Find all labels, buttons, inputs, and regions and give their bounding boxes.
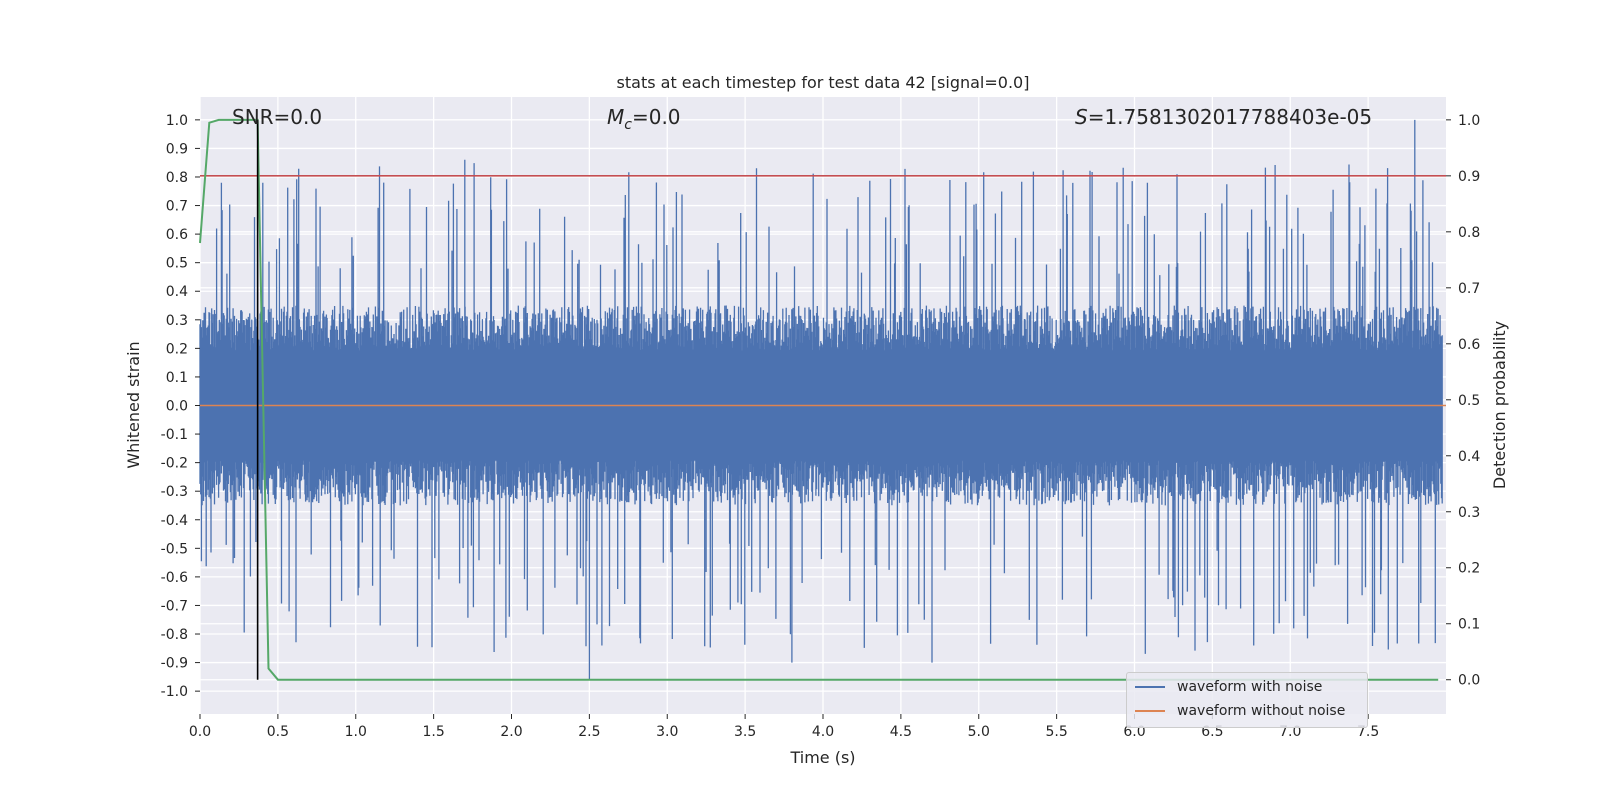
x-tick-label: 2.5: [578, 724, 600, 740]
legend: waveform with noise waveform without noi…: [1126, 672, 1368, 728]
x-tick-label: 4.0: [812, 724, 834, 740]
chirp-mass-annotation: Mc=0.0: [607, 105, 681, 133]
legend-entry-noise: waveform with noise: [1135, 676, 1322, 698]
y2-axis-label: Detection probability: [1490, 321, 1509, 489]
y2-tick-label: 0.5: [1458, 393, 1480, 409]
legend-label-noise: waveform with noise: [1177, 679, 1323, 695]
y2-tick-label: 0.6: [1458, 337, 1480, 353]
legend-entry-clean: waveform without noise: [1135, 700, 1345, 722]
x-tick-label: 3.5: [734, 724, 756, 740]
y-tick-label: -0.2: [161, 456, 188, 472]
legend-label-clean: waveform without noise: [1177, 703, 1346, 719]
y-tick-labels: 1.0 0.9 0.8 0.7 0.6 0.5 0.4 0.3 0.2 0.1 0.0 -0.1 -0.…: [161, 113, 200, 700]
y2-tick-label: 1.0: [1458, 113, 1480, 129]
y2-tick-labels: 1.0 0.9 0.8 0.7 0.6 0.5 0.4 0.3 0.2 0.1 0.0: [1446, 113, 1480, 689]
legend-swatch-noise: [1135, 686, 1165, 688]
detection-probability-line: [199, 118, 1439, 681]
x-tick-label: 5.0: [968, 724, 990, 740]
y2-tick-label: 0.9: [1458, 169, 1480, 185]
y-tick-label: -0.1: [161, 427, 188, 443]
x-tick-label: 7.0: [1279, 724, 1301, 740]
y-tick-label: -1.0: [161, 684, 188, 700]
y-tick-label: 0.5: [166, 256, 188, 272]
y2-tick-label: 0.2: [1458, 561, 1480, 577]
x-tick-label: 4.5: [890, 724, 912, 740]
y-tick-label: -0.8: [161, 627, 188, 643]
mc-symbol: M: [607, 105, 624, 129]
y-tick-label: 0.8: [166, 170, 188, 186]
y-tick-label: 0.7: [166, 199, 188, 215]
y-tick-label: -0.5: [161, 541, 188, 557]
mc-subscript: c: [624, 117, 632, 133]
y2-tick-label: 0.8: [1458, 225, 1480, 241]
x-tick-label: 1.0: [345, 724, 367, 740]
y2-tick-label: 0.4: [1458, 449, 1480, 465]
x-tick-label: 6.5: [1201, 724, 1223, 740]
x-tick-label: 2.0: [500, 724, 522, 740]
x-tick-label: 1.5: [422, 724, 444, 740]
x-tick-label: 7.5: [1357, 724, 1379, 740]
y-tick-label: -0.6: [161, 570, 188, 586]
y-tick-label: 1.0: [166, 113, 188, 129]
snr-annotation: SNR=0.0: [232, 105, 322, 129]
y-tick-label: 0.6: [166, 227, 188, 243]
x-tick-label: 0.5: [267, 724, 289, 740]
s-value: =1.7581302017788403e-05: [1088, 105, 1372, 129]
x-tick-label: 0.0: [189, 724, 211, 740]
x-tick-label: 3.0: [656, 724, 678, 740]
y2-tick-label: 0.1: [1458, 617, 1480, 633]
y2-tick-label: 0.3: [1458, 505, 1480, 521]
mc-value: =0.0: [632, 105, 681, 129]
y-tick-label: 0.2: [166, 341, 188, 357]
s-annotation: S=1.7581302017788403e-05: [1075, 105, 1372, 129]
y-tick-label: 0.0: [166, 399, 188, 415]
y-tick-label: -0.4: [161, 513, 188, 529]
y-tick-label: 0.1: [166, 370, 188, 386]
x-axis-label: Time (s): [789, 748, 855, 767]
y-axis-label: Whitened strain: [124, 341, 143, 468]
y2-tick-label: 0.7: [1458, 281, 1480, 297]
y-tick-label: 0.3: [166, 313, 188, 329]
y-tick-label: 0.9: [166, 141, 188, 157]
legend-swatch-clean: [1135, 710, 1165, 712]
x-tick-labels: 0.0 0.5 1.0 1.5 2.0 2.5 3.0 3.5 4.0 4.5 5.0 5.5 6.0 6…: [189, 714, 1379, 740]
y-tick-label: -0.7: [161, 598, 188, 614]
y-tick-label: -0.9: [161, 656, 188, 672]
y2-tick-label: 0.0: [1458, 673, 1480, 689]
y-tick-label: 0.4: [166, 284, 188, 300]
s-symbol: S: [1075, 105, 1088, 129]
x-tick-label: 5.5: [1045, 724, 1067, 740]
y-tick-label: -0.3: [161, 484, 188, 500]
x-tick-label: 6.0: [1123, 724, 1145, 740]
chart-title: stats at each timestep for test data 42 …: [617, 73, 1030, 92]
